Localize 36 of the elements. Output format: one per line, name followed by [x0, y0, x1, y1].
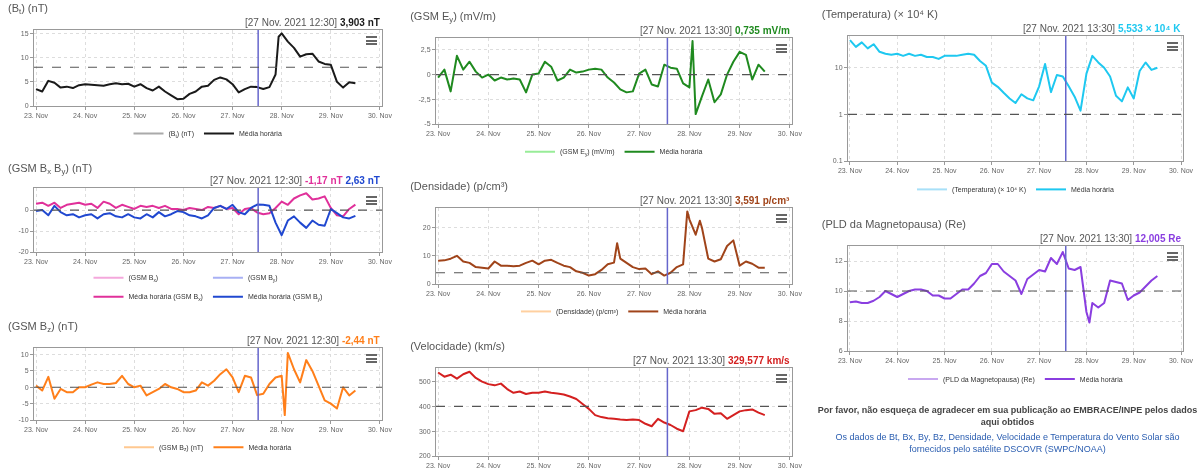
- text: -2,44 nT: [341, 335, 380, 346]
- chart-title: (B$_{t}$) (nT): [8, 1, 49, 17]
- text: -1,17 nT: [304, 175, 343, 186]
- line-series: [35, 351, 357, 417]
- line-series: [35, 192, 357, 218]
- text: [27 Nov. 2021 13:30]: [1023, 23, 1116, 34]
- text: [27 Nov. 2021 13:30]: [640, 195, 733, 206]
- chart-title: (PLD da Magnetopausa) (Re): [821, 217, 967, 230]
- text: [27 Nov. 2021 13:30]: [633, 355, 726, 366]
- line-series: [437, 39, 766, 116]
- text: 3,903 nT: [339, 17, 380, 28]
- text: [27 Nov. 2021 12:30]: [247, 335, 340, 346]
- chart-title: (Temperatura) (× 10⁴ K): [821, 7, 939, 20]
- text: 12,005 Re: [1134, 233, 1182, 244]
- chart-title: (Densidade) (p/cm³): [410, 179, 508, 192]
- text: 329,577 km/s: [727, 355, 791, 366]
- text: Por favor, não esqueça de agradecer em sua publicação ao EMBRACE/INPE pelos dados aqui obtidos: [816, 404, 1199, 428]
- text: 0,735 mV/m: [734, 25, 791, 36]
- chart-title: (GSM E$_{y}$) (mV/m): [410, 9, 496, 25]
- text: [27 Nov. 2021 12:30]: [245, 17, 338, 28]
- line-series: [437, 370, 766, 433]
- line-series: [848, 39, 1159, 112]
- text: 5,533 × 10⁴ K: [1117, 23, 1182, 34]
- chart-title: (GSM B$_{z}$) (nT): [8, 319, 78, 335]
- text: 3,591 p/cm³: [734, 195, 791, 206]
- text: [27 Nov. 2021 12:30]: [210, 175, 303, 186]
- text: 2,63 nT: [345, 175, 380, 186]
- text: [27 Nov. 2021 13:30]: [1040, 233, 1133, 244]
- line-series: [437, 210, 766, 277]
- line-series: [35, 203, 357, 237]
- line-series: [848, 251, 1159, 324]
- line-series: [35, 32, 357, 101]
- text: Os dados de Bt, Bx, By, Bz, Densidade, Velocidade e Temperatura do Vento Solar são fornecidos pelo satélite DSCOVR (SWPC/NOAA): [834, 431, 1181, 455]
- chart-title: (Velocidade) (km/s): [410, 339, 505, 352]
- text: [27 Nov. 2021 13:30]: [640, 25, 733, 36]
- chart-title: (GSM B$_{x}$ B$_{y}$) (nT): [8, 161, 93, 177]
